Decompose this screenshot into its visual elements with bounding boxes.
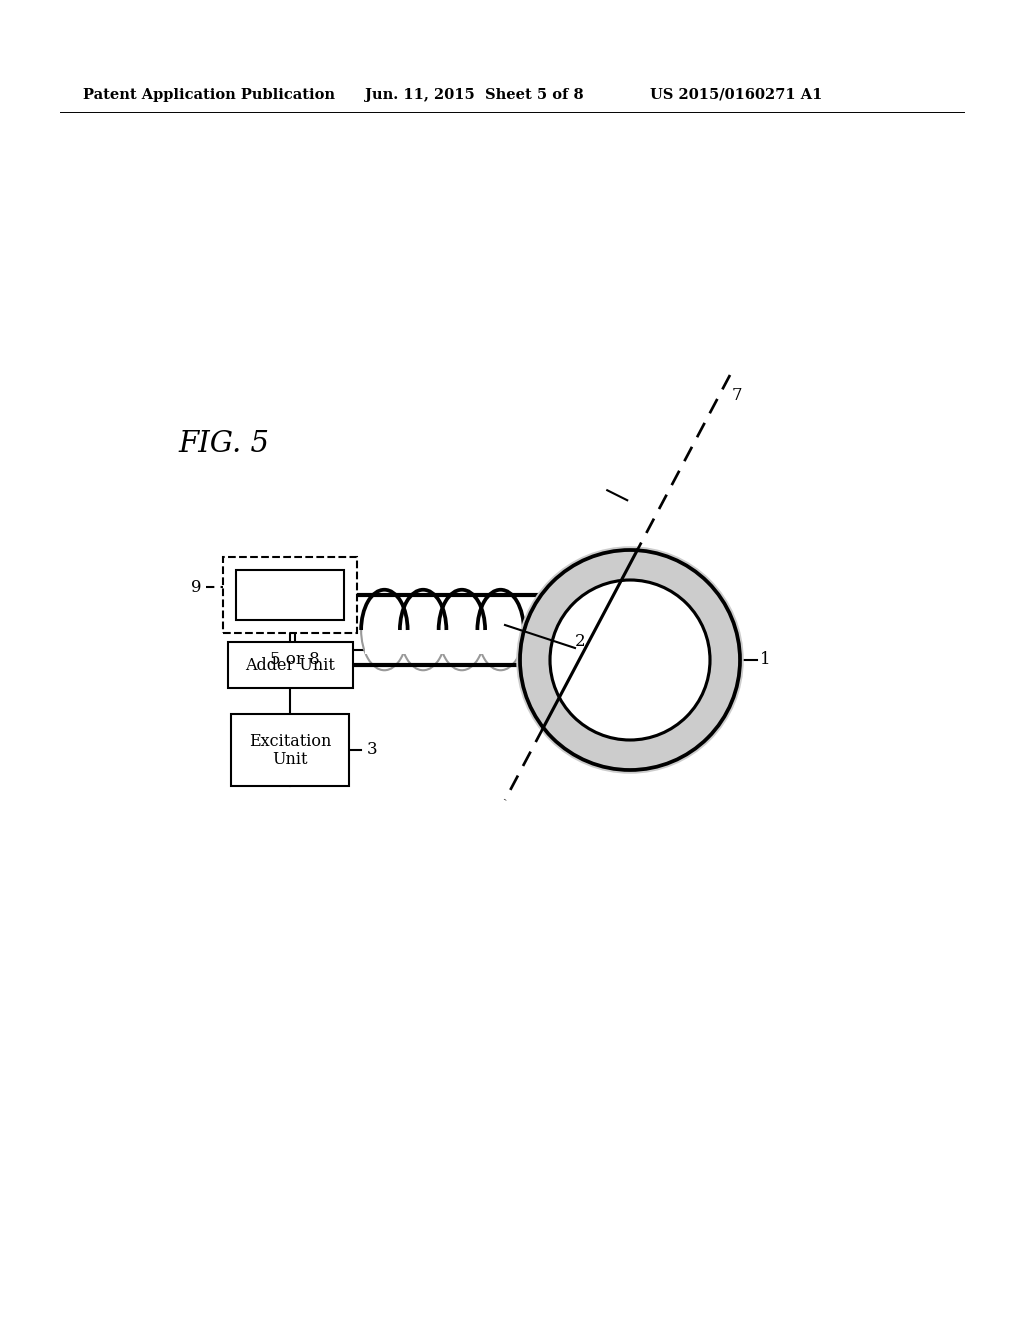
Text: FIG. 5: FIG. 5 (178, 430, 269, 458)
Bar (236, 570, 344, 620)
Text: Jun. 11, 2015  Sheet 5 of 8: Jun. 11, 2015 Sheet 5 of 8 (365, 88, 584, 102)
Bar (227, 642, 352, 688)
Circle shape (520, 550, 740, 770)
Text: 1: 1 (760, 652, 771, 668)
Text: Unit: Unit (272, 751, 308, 768)
Text: Patent Application Publication: Patent Application Publication (83, 88, 335, 102)
Text: 9: 9 (190, 578, 201, 595)
Bar (223, 557, 357, 634)
Text: Adder Unit: Adder Unit (245, 656, 335, 673)
Text: 3: 3 (367, 742, 378, 759)
Bar (365, 557, 520, 655)
Text: Excitation: Excitation (249, 733, 331, 750)
Text: 7: 7 (732, 387, 742, 404)
Text: 5 or 8: 5 or 8 (270, 651, 319, 668)
Text: US 2015/0160271 A1: US 2015/0160271 A1 (650, 88, 822, 102)
Text: 6: 6 (371, 642, 381, 659)
Circle shape (550, 579, 710, 741)
Bar (231, 714, 349, 785)
Text: 2: 2 (574, 634, 586, 651)
